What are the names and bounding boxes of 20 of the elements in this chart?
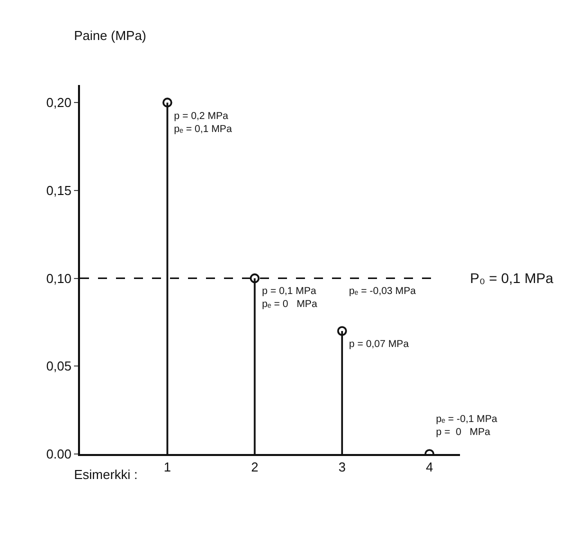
x-tick-label: 3 bbox=[338, 460, 346, 474]
y-tick-label: 0,10 bbox=[46, 270, 72, 286]
point bbox=[250, 273, 260, 284]
point bbox=[162, 98, 172, 108]
x-axis-title: Esimerkki : bbox=[74, 467, 138, 482]
annotation: p = 0,1 MPa pₑ = 0 MPa bbox=[262, 286, 318, 310]
point bbox=[337, 326, 347, 336]
annotation: pₑ = -0,1 MPa p = 0 MPa bbox=[436, 414, 498, 438]
annotation: p = 0,07 MPa bbox=[349, 339, 410, 350]
y-tick-label: 0,20 bbox=[46, 95, 72, 110]
x-tick-label: 2 bbox=[251, 460, 258, 474]
ref-line-label: P₀ = 0,1 MPa bbox=[470, 270, 554, 286]
y-axis-title: Paine (MPa) bbox=[74, 28, 146, 43]
x-tick-label: 4 bbox=[426, 460, 434, 474]
y-tick-label: 0,05 bbox=[46, 358, 72, 374]
x-tick-label: 1 bbox=[164, 460, 171, 474]
y-tick-label: 0,15 bbox=[46, 182, 72, 198]
y-tick-label: 0.00 bbox=[46, 446, 72, 462]
annotation: p = 0,2 MPa pₑ = 0,1 MPa bbox=[174, 111, 232, 135]
annotation: pₑ = -0,03 MPa bbox=[349, 286, 416, 297]
